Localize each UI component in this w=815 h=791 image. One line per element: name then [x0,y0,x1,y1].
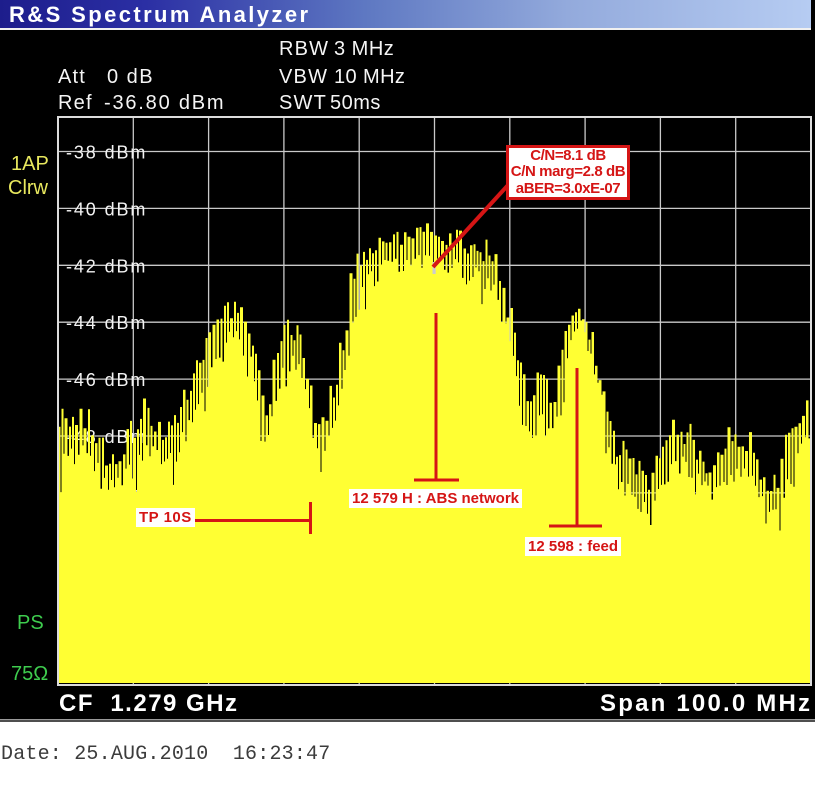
svg-text:-40 dBm: -40 dBm [66,199,147,219]
svg-text:-42 dBm: -42 dBm [66,256,147,276]
svg-text:-46 dBm: -46 dBm [66,370,147,390]
svg-text:-38 dBm: -38 dBm [66,143,147,163]
svg-text:-44 dBm: -44 dBm [66,313,147,333]
